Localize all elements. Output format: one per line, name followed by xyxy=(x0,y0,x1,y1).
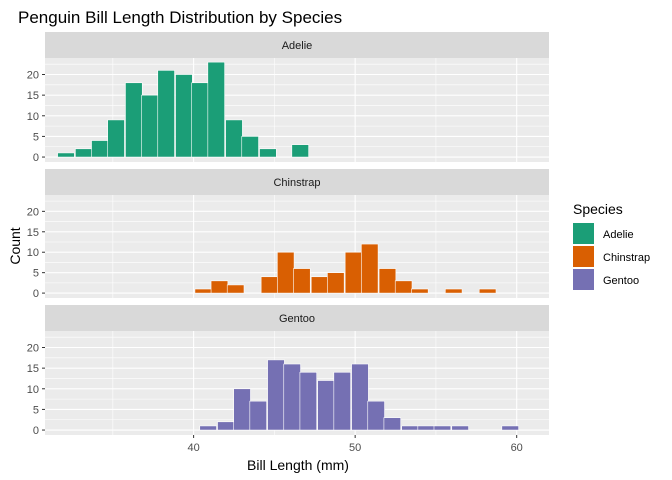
histogram-bar xyxy=(283,363,301,431)
legend-label: Adelie xyxy=(603,229,634,241)
x-tick-label: 60 xyxy=(511,442,523,454)
histogram-bar xyxy=(210,280,229,294)
y-axis-title: Count xyxy=(7,227,23,264)
facet-strip xyxy=(45,305,549,331)
histogram-bar xyxy=(125,82,143,158)
facet-strip-label: Gentoo xyxy=(279,313,315,325)
histogram-bar xyxy=(317,380,335,431)
histogram-bar xyxy=(57,152,75,158)
histogram-bar xyxy=(360,243,379,294)
facet-strip-label: Adelie xyxy=(282,40,313,52)
histogram-bar xyxy=(394,280,413,294)
legend: Species Adelie Chinstrap Gentoo xyxy=(573,201,650,290)
histogram-bar xyxy=(141,94,159,158)
legend-label: Gentoo xyxy=(603,275,639,287)
facet-panel-gentoo: Gentoo 0 5 10 15 20 xyxy=(27,305,549,437)
legend-key-gentoo xyxy=(573,269,594,290)
y-tick-label: 0 xyxy=(33,425,39,437)
histogram-bar xyxy=(293,268,311,294)
histogram-bar xyxy=(417,425,435,431)
y-tick-label: 5 xyxy=(33,131,39,143)
x-tick-label: 40 xyxy=(187,442,199,454)
facet-strip-label: Chinstrap xyxy=(273,177,320,189)
facet-panel-adelie: Adelie 0 5 10 15 20 xyxy=(27,32,549,164)
histogram-bar xyxy=(107,119,125,158)
histogram-bar xyxy=(191,82,209,158)
x-axis-title: Bill Length (mm) xyxy=(247,457,349,473)
histogram-bar xyxy=(501,425,519,431)
histogram-bar xyxy=(75,148,93,158)
histogram-bar xyxy=(157,70,175,158)
chart-title: Penguin Bill Length Distribution by Spec… xyxy=(18,8,342,27)
histogram-bar xyxy=(401,425,419,431)
y-tick-label: 15 xyxy=(27,363,39,375)
facet-strip xyxy=(45,169,549,195)
facet-strip xyxy=(45,32,549,58)
y-tick-label: 15 xyxy=(27,90,39,102)
histogram-bar xyxy=(478,288,497,294)
y-tick-label: 10 xyxy=(27,247,39,259)
y-tick-label: 20 xyxy=(27,343,39,355)
histogram-bar xyxy=(367,400,385,431)
y-tick-label: 15 xyxy=(27,227,39,239)
histogram-bar xyxy=(344,251,363,294)
histogram-bar xyxy=(226,284,245,294)
histogram-bar xyxy=(291,144,309,158)
histogram-bar xyxy=(451,425,469,431)
histogram-bar xyxy=(299,371,318,431)
y-tick-label: 0 xyxy=(33,152,39,164)
legend-key-chinstrap xyxy=(573,246,594,267)
histogram-bar xyxy=(351,363,369,431)
histogram-bar xyxy=(444,288,463,294)
legend-key-adelie xyxy=(573,223,594,244)
y-tick-label: 20 xyxy=(27,206,39,218)
y-tick-label: 20 xyxy=(27,70,39,82)
histogram-bar xyxy=(207,61,225,158)
y-tick-label: 0 xyxy=(33,288,39,300)
facet-panels: Adelie 0 5 10 15 20 Chinstrap 0 5 10 15 20 Gentoo 0 5 1… xyxy=(27,32,549,454)
histogram-bar xyxy=(259,148,277,158)
y-tick-label: 5 xyxy=(33,268,39,280)
histogram-bar xyxy=(91,140,109,158)
histogram-bar xyxy=(233,388,251,431)
histogram-bar xyxy=(267,359,285,431)
histogram-bar xyxy=(433,425,452,431)
facet-panel-chinstrap: Chinstrap 0 5 10 15 20 xyxy=(27,169,549,300)
histogram-bar xyxy=(327,272,345,294)
histogram-bar xyxy=(217,421,235,431)
histogram-bar xyxy=(175,74,193,158)
histogram-bar xyxy=(383,417,402,431)
legend-title: Species xyxy=(573,201,623,217)
y-tick-label: 5 xyxy=(33,404,39,416)
histogram-bar xyxy=(194,288,213,294)
histogram-bar xyxy=(276,251,295,294)
histogram-bar xyxy=(225,119,243,158)
x-tick-label: 50 xyxy=(349,442,361,454)
histogram-bar xyxy=(378,268,397,294)
histogram-bar xyxy=(241,136,259,158)
legend-label: Chinstrap xyxy=(603,252,650,264)
histogram-bar xyxy=(310,276,329,294)
histogram-bar xyxy=(249,400,267,431)
histogram-bar xyxy=(199,425,217,431)
y-tick-label: 10 xyxy=(27,111,39,123)
y-tick-label: 10 xyxy=(27,384,39,396)
histogram-bar xyxy=(333,371,351,431)
histogram-bar xyxy=(260,276,279,294)
histogram-bar xyxy=(411,288,429,294)
